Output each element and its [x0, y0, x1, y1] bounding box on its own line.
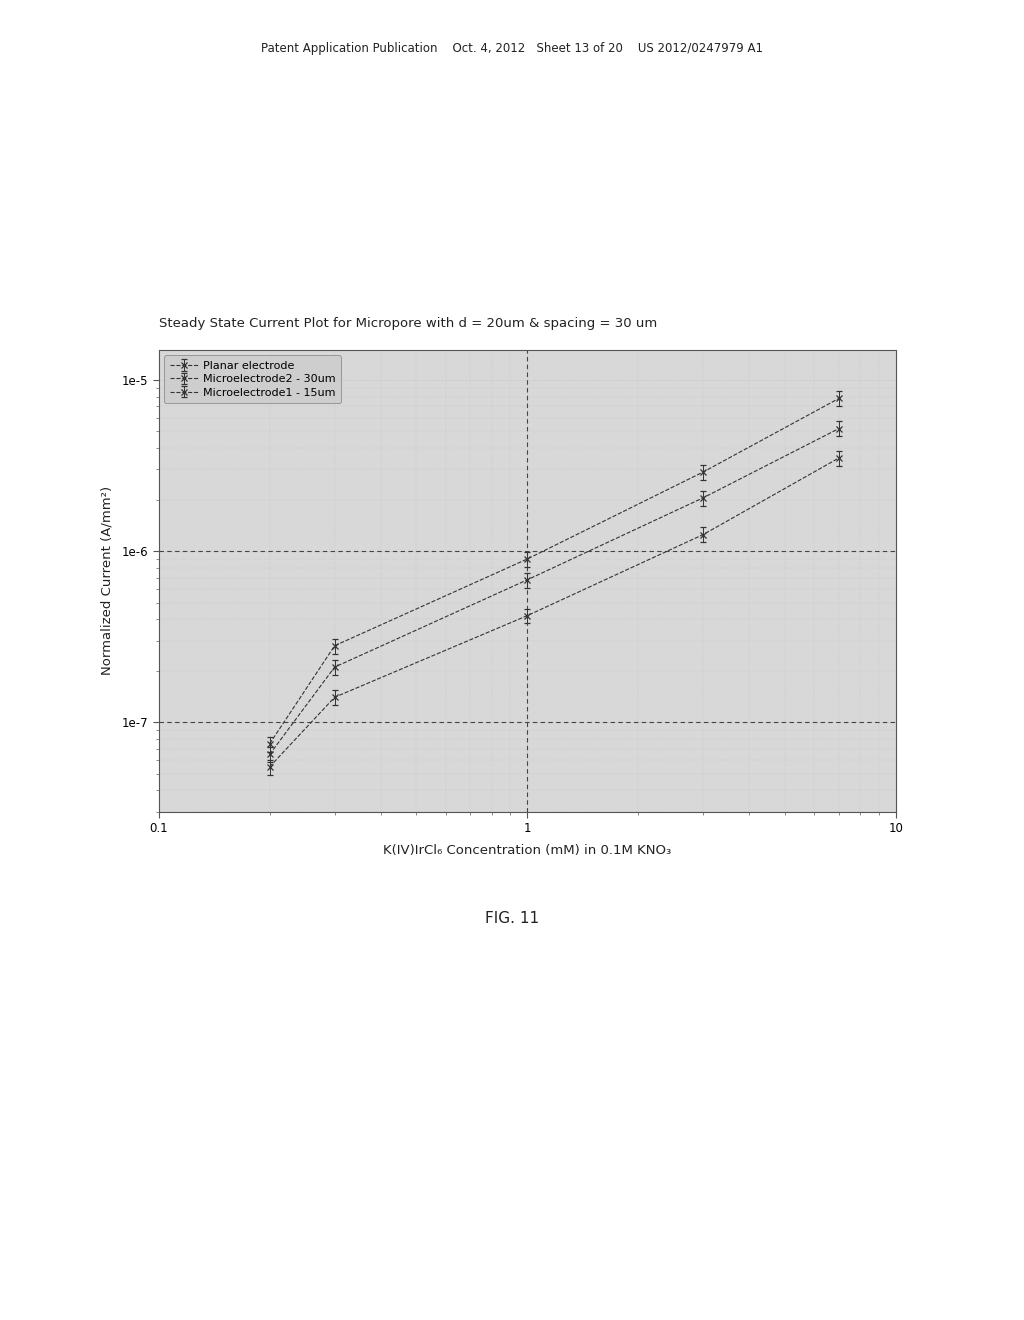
X-axis label: K(IV)IrCl₆ Concentration (mM) in 0.1M KNO₃: K(IV)IrCl₆ Concentration (mM) in 0.1M KN…: [383, 843, 672, 857]
Text: Patent Application Publication    Oct. 4, 2012   Sheet 13 of 20    US 2012/02479: Patent Application Publication Oct. 4, 2…: [261, 42, 763, 55]
Text: FIG. 11: FIG. 11: [485, 911, 539, 925]
Y-axis label: Normalized Current (A/mm²): Normalized Current (A/mm²): [100, 486, 114, 676]
Legend: Planar electrode, Microelectrode2 - 30um, Microelectrode1 - 15um: Planar electrode, Microelectrode2 - 30um…: [164, 355, 341, 403]
Text: Steady State Current Plot for Micropore with d = 20um & spacing = 30 um: Steady State Current Plot for Micropore …: [159, 317, 657, 330]
